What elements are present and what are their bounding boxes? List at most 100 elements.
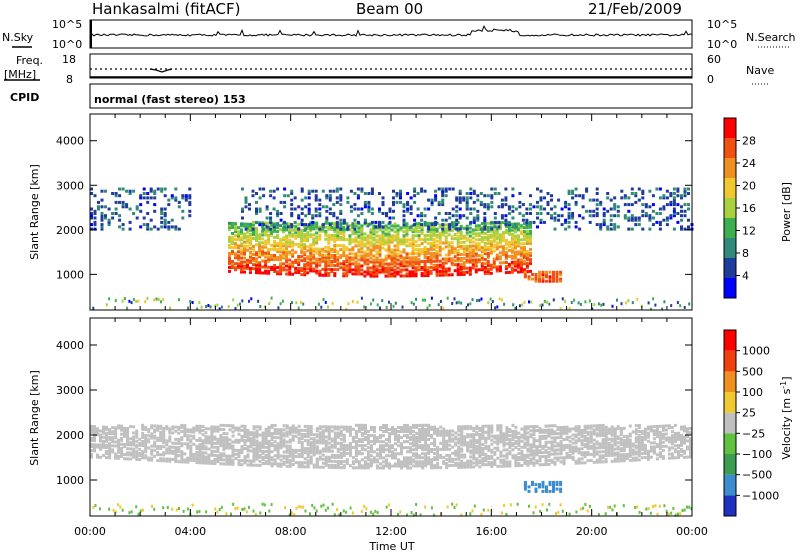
data-cell <box>333 240 337 243</box>
data-cell <box>342 449 346 453</box>
data-cell <box>272 207 276 211</box>
data-cell <box>309 225 313 229</box>
data-cell <box>472 435 476 439</box>
data-cell <box>262 187 266 191</box>
data-cell <box>246 240 249 244</box>
data-cell <box>577 451 581 455</box>
data-cell <box>627 196 631 200</box>
data-cell <box>327 247 331 251</box>
data-cell <box>174 451 178 455</box>
data-cell <box>477 226 481 230</box>
data-cell <box>360 296 363 300</box>
data-cell <box>409 448 413 452</box>
data-cell <box>244 196 248 200</box>
data-cell <box>297 205 301 209</box>
data-cell <box>330 465 334 469</box>
data-cell <box>378 234 382 238</box>
data-cell <box>363 460 367 464</box>
data-cell <box>441 241 445 245</box>
data-cell <box>417 248 421 252</box>
nsky-tick-bottom: 10^0 <box>52 38 82 51</box>
data-cell <box>241 299 244 303</box>
data-cell <box>613 205 617 209</box>
data-cell <box>504 261 508 264</box>
data-cell <box>204 445 208 449</box>
data-cell <box>565 437 569 441</box>
data-cell <box>174 429 178 433</box>
data-cell <box>249 246 252 250</box>
data-cell <box>123 445 127 448</box>
data-cell <box>433 437 437 441</box>
data-cell <box>347 302 350 306</box>
data-cell <box>382 466 385 470</box>
data-cell <box>399 189 402 193</box>
data-cell <box>336 449 340 453</box>
data-cell <box>510 266 514 270</box>
data-cell <box>480 230 484 234</box>
data-cell <box>324 443 328 447</box>
data-cell <box>90 187 93 191</box>
data-cell <box>457 427 461 431</box>
data-cell <box>468 230 472 234</box>
data-cell <box>430 433 434 437</box>
data-cell <box>264 431 268 435</box>
data-cell <box>117 426 121 430</box>
data-cell <box>565 456 569 460</box>
data-cell <box>162 429 166 432</box>
data-cell <box>210 425 214 429</box>
data-cell <box>503 302 506 306</box>
data-cell <box>237 448 241 452</box>
data-cell <box>390 228 394 232</box>
data-cell <box>144 450 148 454</box>
data-cell <box>480 236 484 240</box>
data-cell <box>545 275 548 279</box>
data-cell <box>564 200 568 204</box>
data-cell <box>366 456 370 460</box>
data-cell <box>90 428 93 432</box>
data-cell <box>372 270 376 274</box>
data-cell <box>243 439 247 442</box>
data-cell <box>324 253 328 257</box>
data-cell <box>432 229 436 233</box>
data-cell <box>478 439 482 442</box>
data-cell <box>448 223 452 227</box>
data-cell <box>228 235 231 239</box>
data-cell <box>402 234 406 238</box>
data-cell <box>213 441 217 445</box>
data-cell <box>391 456 394 460</box>
data-cell <box>454 457 458 461</box>
data-cell <box>315 441 319 445</box>
data-cell <box>387 272 391 276</box>
data-cell <box>354 450 358 454</box>
data-cell <box>511 436 515 439</box>
data-cell <box>339 425 343 429</box>
data-cell <box>519 242 523 246</box>
data-cell <box>399 264 403 268</box>
data-cell <box>264 233 268 237</box>
data-cell <box>430 203 434 207</box>
data-cell <box>538 430 542 434</box>
data-cell <box>453 249 457 253</box>
data-cell <box>150 458 154 462</box>
data-cell <box>546 192 550 195</box>
data-cell <box>294 450 298 454</box>
data-cell <box>595 207 599 211</box>
data-cell <box>324 439 328 443</box>
data-cell <box>466 465 470 469</box>
data-cell <box>375 466 379 470</box>
data-cell <box>282 230 286 234</box>
data-cell <box>314 194 318 198</box>
data-cell <box>354 448 358 452</box>
data-cell <box>381 230 385 234</box>
data-cell <box>255 457 259 461</box>
data-cell <box>195 451 199 454</box>
data-cell <box>490 465 494 468</box>
data-cell <box>480 240 484 244</box>
data-cell <box>492 265 496 269</box>
data-cell <box>324 455 328 459</box>
data-cell <box>351 222 355 226</box>
data-cell <box>267 233 271 237</box>
data-cell <box>231 246 234 249</box>
data-cell <box>198 457 202 461</box>
data-cell <box>382 448 385 452</box>
